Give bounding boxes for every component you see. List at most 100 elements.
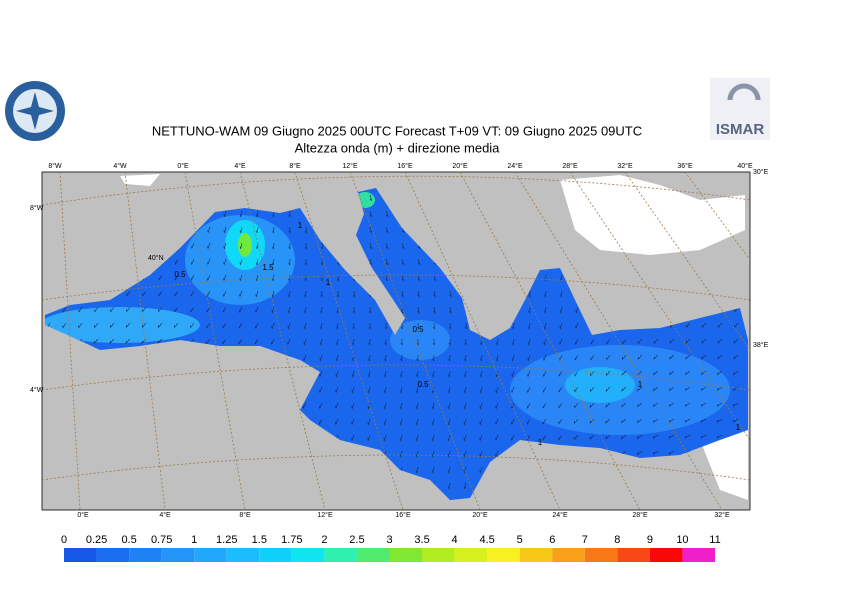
direction-arrow — [304, 226, 307, 234]
direction-arrow — [432, 370, 435, 378]
lon-label: 8°E — [289, 162, 301, 170]
direction-arrow — [433, 274, 436, 281]
direction-arrow — [254, 338, 259, 345]
direction-arrow — [352, 338, 355, 346]
direction-arrow — [303, 354, 307, 361]
direction-arrow — [416, 322, 419, 330]
colorbar-label: 1.5 — [252, 534, 267, 546]
direction-arrow — [319, 338, 323, 345]
left-logo — [5, 81, 65, 141]
direction-arrow — [336, 290, 339, 298]
colorbar-swatch — [226, 548, 260, 562]
direction-arrow — [303, 322, 307, 329]
direction-arrow — [448, 370, 451, 378]
colorbar-label: 5 — [517, 534, 523, 546]
direction-arrow — [320, 322, 323, 330]
direction-arrow — [415, 386, 419, 394]
colorbar-label: 0.25 — [86, 534, 107, 546]
direction-arrow — [447, 402, 451, 409]
direction-arrow — [401, 274, 404, 281]
direction-arrow — [369, 226, 373, 233]
direction-arrow — [318, 418, 323, 425]
direction-arrow — [528, 306, 531, 314]
contour-label: 1 — [736, 423, 741, 432]
direction-arrow — [621, 402, 627, 408]
direction-arrow — [239, 258, 243, 265]
direction-arrow — [590, 354, 595, 361]
lon-label: 20°E — [472, 511, 488, 519]
direction-arrow — [431, 434, 435, 441]
direction-arrow — [351, 386, 355, 393]
contour-label: 0.5 — [174, 270, 186, 279]
direction-arrow — [716, 402, 723, 407]
direction-arrow — [717, 322, 723, 328]
contour-label: 1 — [538, 438, 543, 447]
direction-arrow — [255, 306, 259, 313]
direction-arrow — [433, 306, 436, 314]
direction-arrow — [432, 322, 435, 330]
direction-arrow — [447, 386, 451, 394]
direction-arrow — [558, 434, 563, 441]
direction-arrow — [288, 226, 291, 234]
direction-arrow — [190, 274, 195, 281]
direction-arrow — [733, 338, 739, 344]
direction-arrow — [447, 450, 451, 457]
direction-arrow — [575, 322, 579, 329]
direction-arrow — [238, 322, 243, 329]
direction-arrow — [239, 210, 243, 217]
direction-arrow — [464, 370, 467, 378]
direction-arrow — [559, 290, 563, 298]
direction-arrow — [335, 402, 339, 409]
direction-arrow — [288, 210, 291, 218]
direction-arrow — [190, 322, 195, 329]
direction-arrow — [527, 370, 531, 377]
direction-arrow — [383, 402, 387, 409]
direction-arrow — [352, 306, 355, 314]
direction-arrow — [589, 434, 595, 440]
direction-arrow — [352, 290, 355, 298]
lon-label: 36°E — [677, 162, 693, 170]
direction-arrow — [239, 274, 243, 281]
direction-arrow — [621, 434, 627, 440]
colorbar-swatch — [422, 548, 455, 562]
direction-arrow — [416, 338, 419, 346]
direction-arrow — [448, 338, 451, 346]
logo-text: ISMAR — [716, 121, 765, 138]
direction-arrow — [385, 274, 388, 282]
direction-arrow — [716, 434, 723, 439]
direction-arrow — [335, 418, 339, 425]
direction-arrow — [479, 370, 483, 378]
lon-label: 24°E — [507, 162, 523, 170]
contour-label: 1 — [638, 380, 643, 389]
direction-arrow — [222, 338, 227, 345]
direction-arrow — [449, 290, 452, 298]
direction-arrow — [701, 338, 707, 344]
direction-arrow — [415, 434, 419, 441]
direction-arrow — [574, 402, 579, 408]
direction-arrow — [605, 402, 611, 408]
direction-arrow — [589, 418, 595, 424]
direction-arrow — [336, 322, 339, 330]
lon-label: 24°E — [552, 511, 568, 519]
lon-label: 8°W — [48, 162, 62, 170]
direction-arrow — [542, 402, 547, 409]
colorbar-label: 2 — [321, 534, 327, 546]
direction-arrow — [288, 274, 291, 282]
direction-arrow — [207, 242, 211, 249]
direction-arrow — [399, 450, 403, 457]
direction-arrow — [431, 402, 435, 409]
colorbar-label: 7 — [582, 534, 588, 546]
direction-arrow — [511, 338, 515, 346]
direction-arrow — [464, 338, 467, 346]
direction-arrow — [239, 290, 243, 297]
direction-arrow — [653, 354, 659, 360]
direction-arrow — [206, 338, 211, 344]
direction-arrow — [685, 354, 691, 360]
direction-arrow — [573, 418, 579, 424]
direction-arrow — [288, 290, 291, 298]
direction-arrow — [335, 386, 339, 393]
direction-arrow — [417, 258, 421, 265]
direction-arrow — [447, 482, 451, 489]
direction-arrow — [223, 210, 227, 217]
